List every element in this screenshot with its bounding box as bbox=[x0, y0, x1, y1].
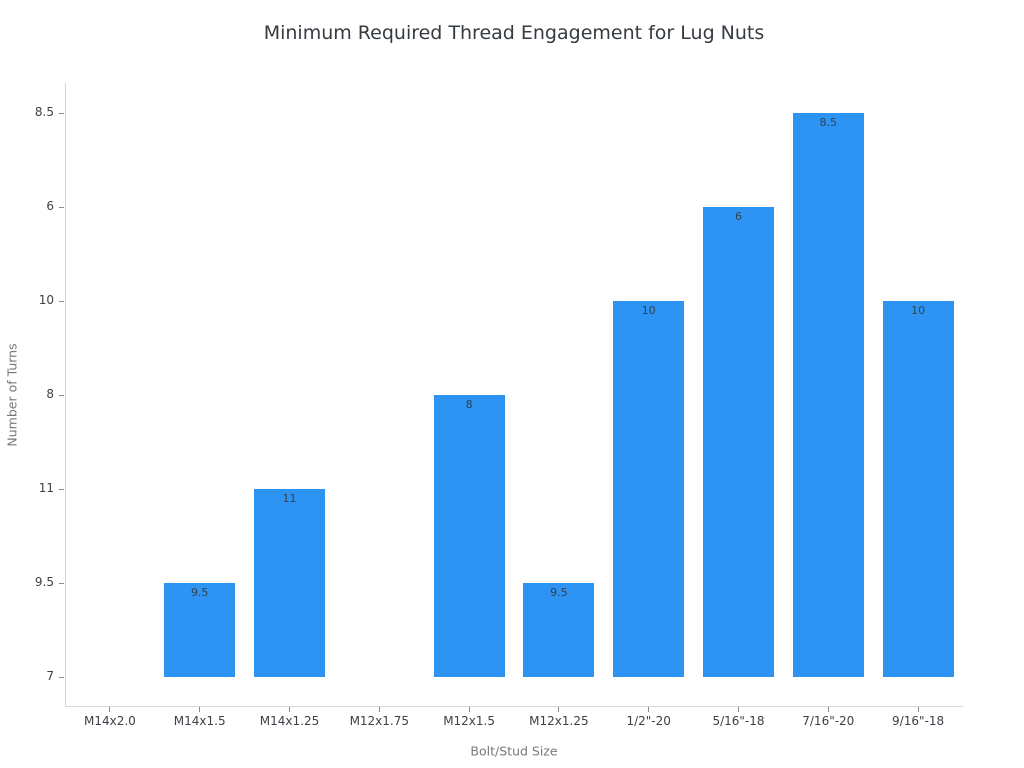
chart-title: Minimum Required Thread Engagement for L… bbox=[263, 22, 765, 44]
x-tick-label: M14x1.25 bbox=[259, 714, 320, 728]
bar: 10 bbox=[882, 301, 954, 677]
x-tick-label: M12x1.75 bbox=[349, 714, 410, 728]
x-tick-mark bbox=[917, 707, 919, 712]
bar: 9.5 bbox=[523, 583, 595, 677]
bar-value-label: 10 bbox=[641, 304, 656, 317]
y-tick-mark bbox=[59, 112, 64, 114]
x-tick-label: 1/2"-20 bbox=[626, 714, 671, 728]
y-tick-mark bbox=[59, 488, 64, 490]
x-tick-label: 9/16"-18 bbox=[892, 714, 945, 728]
bar-value-label: 8.5 bbox=[819, 116, 838, 129]
x-tick-label: 7/16"-20 bbox=[802, 714, 855, 728]
bar-value-label: 6 bbox=[735, 210, 742, 223]
y-tick-mark bbox=[59, 582, 64, 584]
x-tick-mark bbox=[738, 707, 739, 712]
y-tick-label: 6 bbox=[46, 199, 54, 213]
x-tick-label: 5/16"-18 bbox=[712, 714, 765, 728]
bar: 11 bbox=[254, 489, 325, 677]
x-tick-mark bbox=[648, 707, 650, 712]
bar-value-label: 9.5 bbox=[190, 586, 209, 599]
y-tick-label: 8.5 bbox=[34, 105, 54, 119]
y-tick-label: 11 bbox=[38, 481, 54, 495]
x-tick-mark bbox=[558, 707, 560, 712]
bar-value-label: 10 bbox=[911, 304, 926, 317]
bar-value-label: 9.5 bbox=[550, 586, 568, 599]
x-tick-label: M12x1.5 bbox=[443, 714, 495, 728]
x-axis-title: Bolt/Stud Size bbox=[470, 743, 558, 759]
y-tick-label: 7 bbox=[46, 669, 54, 683]
x-tick-mark bbox=[378, 707, 380, 712]
x-tick-mark bbox=[199, 707, 201, 712]
x-tick-label: M14x1.5 bbox=[173, 714, 226, 728]
bar: 6 bbox=[703, 207, 774, 677]
x-tick-label: M12x1.25 bbox=[529, 714, 589, 728]
bar: 9.5 bbox=[164, 583, 236, 677]
y-tick-mark bbox=[59, 300, 64, 302]
x-tick-mark bbox=[827, 707, 829, 712]
bar-value-label: 8 bbox=[465, 398, 473, 411]
bar: 8.5 bbox=[792, 113, 864, 677]
x-tick-mark bbox=[109, 707, 111, 712]
x-tick-mark bbox=[468, 707, 470, 712]
y-tick-mark bbox=[59, 676, 64, 678]
y-tick-label: 10 bbox=[38, 293, 54, 307]
bar: 8 bbox=[433, 395, 505, 677]
y-tick-mark bbox=[59, 206, 64, 208]
x-tick-mark bbox=[289, 707, 290, 712]
y-tick-label: 8 bbox=[46, 387, 54, 401]
y-tick-mark bbox=[59, 394, 64, 396]
y-tick-label: 9.5 bbox=[34, 575, 54, 589]
x-tick-label: M14x2.0 bbox=[83, 714, 136, 728]
bar-value-label: 11 bbox=[282, 492, 297, 505]
bar: 10 bbox=[613, 301, 685, 677]
